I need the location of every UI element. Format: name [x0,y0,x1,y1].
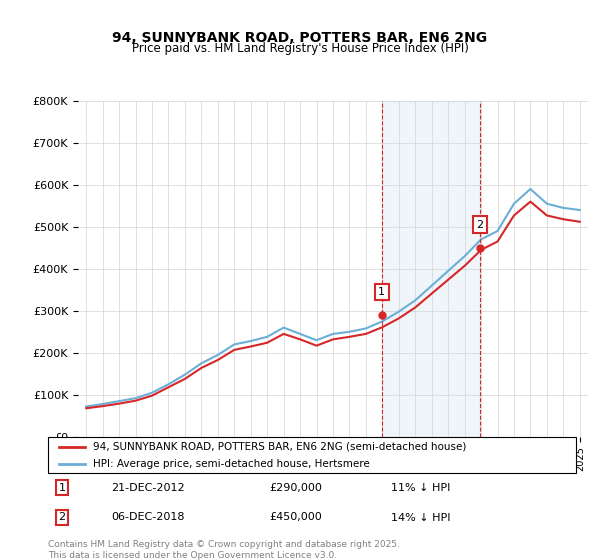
Text: £290,000: £290,000 [270,483,323,493]
Text: 1: 1 [59,483,65,493]
Bar [382,101,480,437]
Text: Price paid vs. HM Land Registry's House Price Index (HPI): Price paid vs. HM Land Registry's House … [131,42,469,55]
Text: 2: 2 [476,220,484,230]
Text: 06-DEC-2018: 06-DEC-2018 [112,512,185,522]
Text: 11% ↓ HPI: 11% ↓ HPI [391,483,451,493]
Text: 2: 2 [59,512,65,522]
Text: 94, SUNNYBANK ROAD, POTTERS BAR, EN6 2NG: 94, SUNNYBANK ROAD, POTTERS BAR, EN6 2NG [112,31,488,45]
Text: 94, SUNNYBANK ROAD, POTTERS BAR, EN6 2NG (semi-detached house): 94, SUNNYBANK ROAD, POTTERS BAR, EN6 2NG… [93,442,466,452]
Text: HPI: Average price, semi-detached house, Hertsmere: HPI: Average price, semi-detached house,… [93,459,370,469]
Text: £450,000: £450,000 [270,512,323,522]
Text: 1: 1 [378,287,385,297]
Text: 14% ↓ HPI: 14% ↓ HPI [391,512,451,522]
FancyBboxPatch shape [48,437,576,473]
Text: Contains HM Land Registry data © Crown copyright and database right 2025.
This d: Contains HM Land Registry data © Crown c… [48,540,400,560]
Text: 21-DEC-2012: 21-DEC-2012 [112,483,185,493]
